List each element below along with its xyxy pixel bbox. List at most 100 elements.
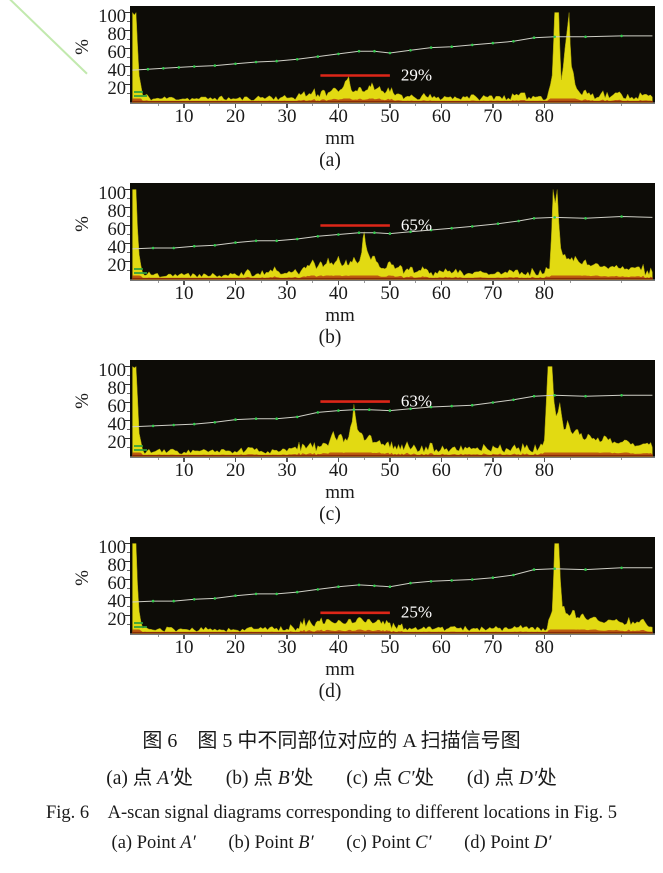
y-tick-minor [127,587,130,590]
x-tick-minor [569,281,571,284]
y-tick [125,437,130,440]
x-tick-label: 30 [277,283,297,304]
x-tick-minor [415,104,417,107]
y-tick [125,560,130,563]
x-tick [337,458,340,462]
panel-b: % 65% mm (b) 20 40 60 80 100 10 20 30 40 50 60 70 80 [0,183,663,360]
panel-a: % 29% mm (a) 20 40 60 80 100 10 20 30 40 50 60 70 80 [0,6,663,183]
x-tick-minor [209,281,211,284]
x-tick [440,104,443,108]
x-tick [389,458,391,462]
x-axis-unit-label: mm [325,128,355,149]
x-tick [183,458,185,462]
x-tick-minor [363,458,365,461]
measurement-label: 29% [401,65,432,84]
y-tick-minor [127,392,130,395]
y-tick-minor [127,38,130,41]
y-tick-label: 60 [107,220,127,240]
y-tick [125,29,130,32]
y-tick-label: 20 [107,610,127,630]
x-tick-label: 40 [328,283,348,304]
y-tick-minor [127,56,130,59]
x-tick [286,458,288,462]
y-tick-label: 80 [107,25,127,45]
y-tick-minor [127,269,130,272]
x-tick-label: 70 [483,106,503,127]
x-tick-minor [209,458,211,461]
y-tick [125,11,130,14]
caption-item: (a) Point A′ [111,833,196,853]
a-scan-plot-b: 65% [130,183,655,281]
measurement-label: 25% [401,603,432,622]
panel-c: % 63% mm (c) 20 40 60 80 100 10 20 30 40 50 60 70 80 [0,360,663,537]
y-tick [125,614,130,617]
x-tick-label: 20 [225,460,245,481]
x-tick-minor [260,104,262,107]
y-tick-label: 100 [98,7,126,27]
x-tick-minor [260,458,262,461]
x-tick-minor [260,635,262,638]
x-tick [234,635,237,639]
x-tick [286,635,288,639]
y-tick [125,401,130,404]
x-tick-minor [312,458,314,461]
x-tick-minor [569,104,571,107]
y-tick-minor [127,20,130,23]
x-tick-minor [621,635,623,638]
y-tick [125,83,130,86]
x-tick-minor [157,458,159,461]
y-tick-label: 60 [107,574,127,594]
y-tick [125,542,130,545]
measurement-label: 65% [401,215,432,234]
x-tick-label: 80 [534,283,554,304]
x-tick-minor [363,635,365,638]
x-tick-minor [621,281,623,284]
x-tick-label: 80 [534,637,554,658]
y-tick [125,383,130,386]
x-tick-minor [209,104,211,107]
x-tick-minor [415,458,417,461]
x-tick-minor [518,458,520,461]
y-tick [125,188,130,191]
x-tick-label: 50 [380,283,400,304]
x-tick-minor [157,635,159,638]
x-tick-minor [260,281,262,284]
a-scan-plot-c: 63% [130,360,655,458]
x-tick-label: 70 [483,637,503,658]
x-tick-minor [312,635,314,638]
x-tick [183,281,185,285]
y-tick-label: 20 [107,433,127,453]
x-tick [492,104,494,108]
y-tick-minor [127,251,130,254]
y-tick-minor [127,410,130,413]
y-tick-label: 80 [107,379,127,399]
x-tick-minor [466,281,468,284]
y-tick-label: 80 [107,556,127,576]
x-tick-minor [518,281,520,284]
x-tick [440,458,443,462]
x-tick-minor [363,281,365,284]
x-tick-label: 50 [380,637,400,658]
caption-item: (b) 点 B′处 [225,768,314,789]
x-tick-minor [415,635,417,638]
y-tick-label: 100 [98,361,126,381]
y-tick-label: 60 [107,397,127,417]
x-tick [389,281,391,285]
panel-tag: (d) [318,681,342,702]
y-tick [125,206,130,209]
y-tick-minor [127,569,130,572]
x-tick [286,104,288,108]
x-tick [234,281,237,285]
y-tick-label: 40 [107,415,127,435]
a-scan-plot-a: 29% [130,6,655,104]
x-tick-label: 60 [431,460,451,481]
x-tick-minor [312,104,314,107]
x-tick-minor [466,104,468,107]
panel-tag: (c) [319,504,341,525]
x-tick [440,635,443,639]
y-tick-minor [127,428,130,431]
x-axis-unit-label: mm [325,482,355,503]
y-tick-label: 100 [98,184,126,204]
x-tick-label: 40 [328,106,348,127]
x-tick [543,458,546,462]
